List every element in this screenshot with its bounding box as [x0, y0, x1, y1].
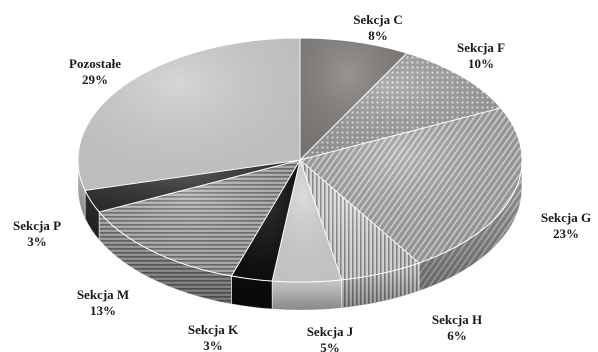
- value-label-sekcja-h: 6%: [447, 328, 467, 343]
- value-label-sekcja-c: 8%: [368, 28, 388, 43]
- slice-shade-sekcja-p: [84, 160, 300, 212]
- slice-shade-sekcja-g: [300, 108, 522, 264]
- value-label-pozostale: 29%: [82, 72, 108, 87]
- slice-shade-sekcja-j: [272, 160, 342, 282]
- label-sekcja-f: Sekcja F: [457, 40, 505, 55]
- pie-sides: [77, 159, 523, 311]
- pie-labels: Sekcja C8% Sekcja F10% Sekcja G23% Sekcja H…: [13, 12, 591, 352]
- pie-top: [77, 37, 523, 283]
- slice-side-shade-sekcja-j: [272, 279, 342, 310]
- slice-shade-sekcja-f: [300, 53, 501, 160]
- slice-side-shade-sekcja-h: [341, 263, 419, 308]
- slice-shade-sekcja-h: [300, 160, 419, 280]
- label-sekcja-j: Sekcja J: [307, 324, 354, 339]
- label-sekcja-k: Sekcja K: [188, 322, 239, 337]
- label-sekcja-g: Sekcja G: [541, 210, 591, 225]
- value-label-sekcja-p: 3%: [27, 234, 47, 249]
- slice-side-shade-sekcja-k: [231, 276, 273, 310]
- slice-side-shade-sekcja-g: [418, 160, 522, 292]
- value-label-sekcja-k: 3%: [203, 338, 223, 352]
- label-sekcja-h: Sekcja H: [432, 312, 482, 327]
- label-sekcja-c: Sekcja C: [353, 12, 402, 27]
- value-label-sekcja-m: 13%: [90, 303, 116, 318]
- label-sekcja-p: Sekcja P: [13, 218, 61, 233]
- label-pozostale: Pozostałe: [69, 56, 121, 71]
- label-sekcja-m: Sekcja M: [77, 287, 129, 302]
- slice-side-shade-sekcja-m: [99, 211, 232, 305]
- slice-shade-sekcja-k: [231, 160, 300, 282]
- pie-rim: [77, 37, 523, 283]
- value-label-sekcja-g: 23%: [553, 226, 579, 241]
- value-label-sekcja-f: 10%: [468, 56, 494, 71]
- slice-shade-pozostale: [78, 38, 301, 191]
- slice-side-shade-pozostale: [78, 160, 85, 219]
- slice-shade-sekcja-m: [99, 160, 301, 277]
- slice-shade-sekcja-c: [300, 38, 407, 160]
- value-label-sekcja-j: 5%: [320, 340, 340, 352]
- slice-side-shade-sekcja-p: [84, 190, 100, 240]
